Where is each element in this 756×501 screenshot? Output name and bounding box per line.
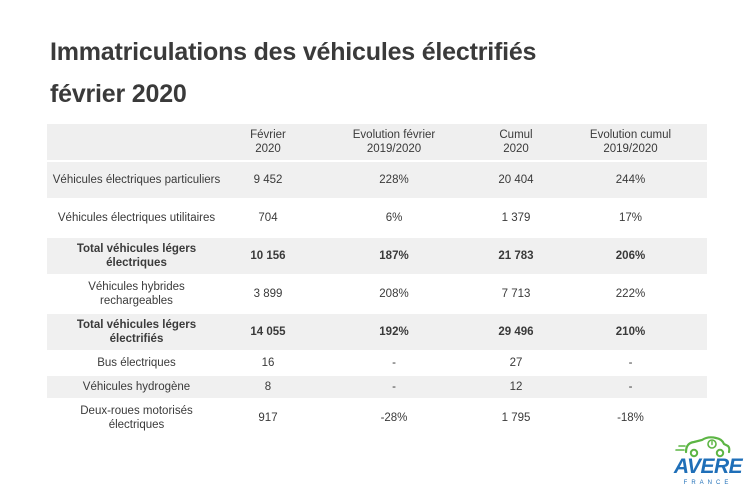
- cell-evolution-cumul: -: [554, 375, 707, 399]
- cell-cumul: 12: [478, 375, 554, 399]
- electric-car-icon: [675, 436, 731, 458]
- row-label: Deux-roues motorisés électriques: [47, 399, 226, 436]
- cell-evolution-fevrier: -: [310, 351, 478, 375]
- cell-evolution-fevrier: -28%: [310, 399, 478, 436]
- cell-cumul: 27: [478, 351, 554, 375]
- cell-fevrier: 14 055: [226, 313, 310, 351]
- row-label: Véhicules électriques utilitaires: [47, 199, 226, 237]
- table-row-total: Total véhicules légers électrifiés 14 05…: [47, 313, 707, 351]
- table-row-total: Total véhicules légers électriques 10 15…: [47, 237, 707, 275]
- cell-evolution-fevrier: -: [310, 375, 478, 399]
- row-label: Véhicules hydrogène: [47, 375, 226, 399]
- cell-fevrier: 10 156: [226, 237, 310, 275]
- cell-evolution-cumul: 206%: [554, 237, 707, 275]
- header-empty: [47, 124, 226, 161]
- cell-cumul: 29 496: [478, 313, 554, 351]
- cell-evolution-cumul: -: [554, 351, 707, 375]
- row-label: Véhicules hybrides rechargeables: [47, 275, 226, 313]
- title-line-2: février 2020: [50, 80, 187, 108]
- table-row: Bus électriques 16 - 27 -: [47, 351, 707, 375]
- cell-evolution-fevrier: 228%: [310, 161, 478, 199]
- cell-fevrier: 16: [226, 351, 310, 375]
- row-label: Bus électriques: [47, 351, 226, 375]
- page-title: Immatriculations des véhicules électrifi…: [50, 31, 536, 115]
- cell-evolution-cumul: -18%: [554, 399, 707, 436]
- table-row: Véhicules hybrides rechargeables 3 899 2…: [47, 275, 707, 313]
- cell-evolution-fevrier: 208%: [310, 275, 478, 313]
- table-row: Véhicules électriques particuliers 9 452…: [47, 161, 707, 199]
- header-evolution-fevrier: Evolution février 2019/2020: [310, 124, 478, 161]
- cell-evolution-fevrier: 6%: [310, 199, 478, 237]
- cell-fevrier: 704: [226, 199, 310, 237]
- table-row: Véhicules électriques utilitaires 704 6%…: [47, 199, 707, 237]
- cell-fevrier: 917: [226, 399, 310, 436]
- table-header-row: Février 2020 Evolution février 2019/2020 C…: [47, 124, 707, 161]
- cell-cumul: 1 379: [478, 199, 554, 237]
- header-evolution-cumul: Evolution cumul 2019/2020: [554, 124, 707, 161]
- cell-evolution-fevrier: 192%: [310, 313, 478, 351]
- cell-cumul: 1 795: [478, 399, 554, 436]
- cell-evolution-cumul: 17%: [554, 199, 707, 237]
- table-row: Véhicules hydrogène 8 - 12 -: [47, 375, 707, 399]
- header-cumul-2020: Cumul 2020: [478, 124, 554, 161]
- cell-fevrier: 9 452: [226, 161, 310, 199]
- title-line-1: Immatriculations des véhicules électrifi…: [50, 38, 537, 66]
- cell-cumul: 21 783: [478, 237, 554, 275]
- cell-evolution-cumul: 210%: [554, 313, 707, 351]
- logo-subtitle: FRANCE: [683, 480, 733, 486]
- cell-fevrier: 8: [226, 375, 310, 399]
- header-fevrier-2020: Février 2020: [226, 124, 310, 161]
- cell-cumul: 7 713: [478, 275, 554, 313]
- avere-france-logo: AVERE FRANCE: [672, 434, 744, 492]
- cell-evolution-cumul: 244%: [554, 161, 707, 199]
- row-label: Total véhicules légers électriques: [47, 237, 226, 275]
- registrations-table: Février 2020 Evolution février 2019/2020 C…: [47, 124, 707, 436]
- cell-evolution-cumul: 222%: [554, 275, 707, 313]
- logo-wordmark: AVERE: [673, 455, 743, 478]
- cell-fevrier: 3 899: [226, 275, 310, 313]
- table-row: Deux-roues motorisés électriques 917 -28…: [47, 399, 707, 436]
- cell-cumul: 20 404: [478, 161, 554, 199]
- row-label: Véhicules électriques particuliers: [47, 161, 226, 199]
- cell-evolution-fevrier: 187%: [310, 237, 478, 275]
- row-label: Total véhicules légers électrifiés: [47, 313, 226, 351]
